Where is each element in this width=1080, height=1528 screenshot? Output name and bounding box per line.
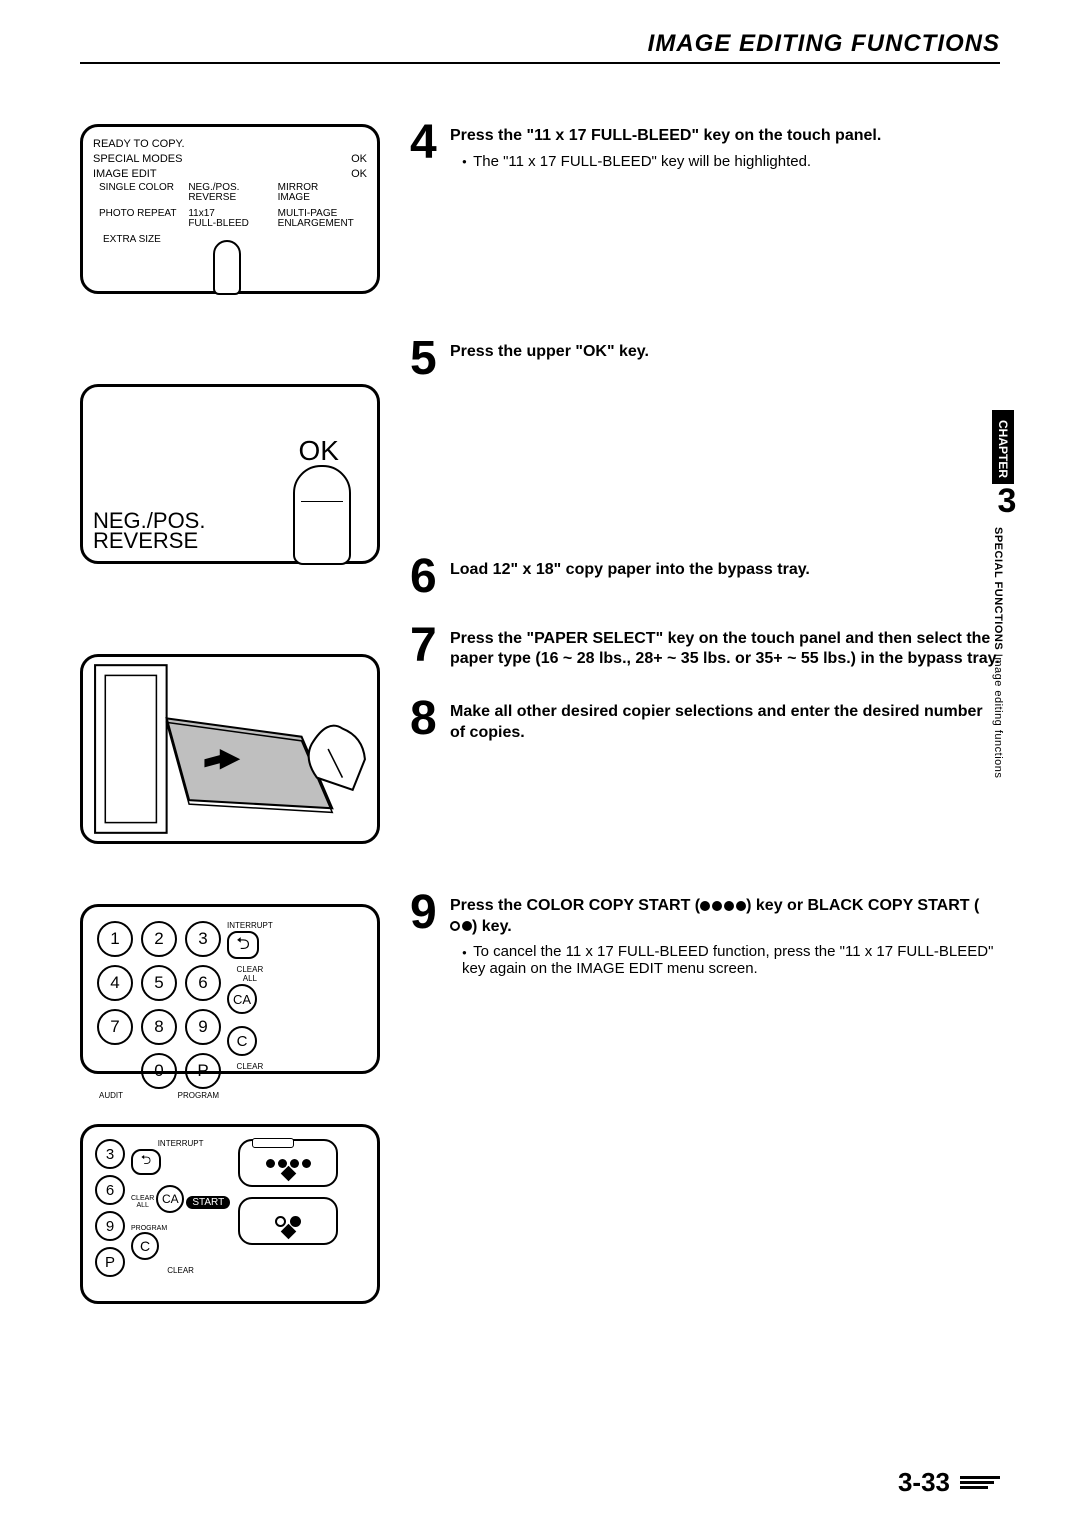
audit-label: AUDIT <box>99 1091 123 1100</box>
image-edit-label: IMAGE EDIT <box>93 168 317 180</box>
fullbleed-label-2: FULL-BLEED <box>188 218 249 229</box>
key-6: 6 <box>185 965 221 1001</box>
touch-panel-diagram-1: READY TO COPY. SPECIAL MODESOK IMAGE EDI… <box>80 124 380 294</box>
color-dots-icon <box>700 901 746 911</box>
page-number: 3-33 <box>898 1467 950 1498</box>
step-5-title: Press the upper "OK" key. <box>450 342 1000 363</box>
key-1: 1 <box>97 921 133 957</box>
key-pb: P <box>95 1247 125 1277</box>
negpos-label-2: REVERSE <box>188 192 236 203</box>
ok-label-2: OK <box>317 168 367 180</box>
step-9-num: 9 <box>410 894 450 978</box>
step-4-sub: The "11 x 17 FULL-BLEED" key will be hig… <box>450 153 1000 170</box>
key-0: 0 <box>141 1053 177 1089</box>
clear-all-label: CLEAR ALL <box>227 965 273 983</box>
touch-panel-diagram-2: OK NEG./POS.REVERSE MIRIMA <box>80 384 380 564</box>
c-key-2: C <box>131 1232 159 1260</box>
special-modes-label: SPECIAL MODES <box>93 153 317 165</box>
key-7: 7 <box>97 1009 133 1045</box>
ca-key: CA <box>227 984 257 1014</box>
clear-all-label-2: CLEAR ALL <box>131 1195 154 1209</box>
footer-bars-icon <box>960 1474 1000 1491</box>
step-7: 7 Press the "PAPER SELECT" key on the to… <box>410 627 1000 671</box>
chapter-number: 3 <box>992 482 1022 521</box>
chapter-tab: CHAPTER 3 SPECIAL FUNCTIONS Image editin… <box>992 410 1022 778</box>
negpos-large: NEG./POS.REVERSE <box>93 511 205 551</box>
step-7-num: 7 <box>410 627 450 671</box>
clear-label: CLEAR <box>227 1062 273 1071</box>
black-start-key <box>238 1197 338 1245</box>
c-key: C <box>227 1026 257 1056</box>
interrupt-label-2: INTERRUPT <box>131 1139 230 1148</box>
step-6-num: 6 <box>410 558 450 596</box>
start-pill: START <box>186 1196 230 1209</box>
interrupt-key-2: ⮌ <box>131 1149 161 1175</box>
step-7-title: Press the "PAPER SELECT" key on the touc… <box>450 629 1000 671</box>
page-footer: 3-33 <box>898 1467 1000 1498</box>
step-6-title: Load 12" x 18" copy paper into the bypas… <box>450 560 1000 581</box>
ok-large: OK <box>299 435 339 467</box>
chapter-label: CHAPTER <box>992 410 1014 484</box>
ok-label-1: OK <box>317 153 367 165</box>
finger-icon <box>213 240 241 295</box>
step-6: 6 Load 12" x 18" copy paper into the byp… <box>410 558 1000 596</box>
left-column: READY TO COPY. SPECIAL MODESOK IMAGE EDI… <box>80 124 380 1304</box>
key-8: 8 <box>141 1009 177 1045</box>
program-label-2: PROGRAM <box>131 1225 167 1232</box>
right-column: 4 Press the "11 x 17 FULL-BLEED" key on … <box>380 124 1000 1304</box>
step-4-title: Press the "11 x 17 FULL-BLEED" key on th… <box>450 126 1000 147</box>
step-9-sub: To cancel the 11 x 17 FULL-BLEED functio… <box>450 943 1000 977</box>
content: READY TO COPY. SPECIAL MODESOK IMAGE EDI… <box>80 124 1000 1304</box>
key-4: 4 <box>97 965 133 1001</box>
key-6b: 6 <box>95 1175 125 1205</box>
bw-dots-icon <box>450 921 472 931</box>
ready-label: READY TO COPY. <box>93 138 367 150</box>
photo-repeat-label: PHOTO REPEAT <box>93 209 188 229</box>
start-keys-diagram: 3 6 9 P INTERRUPT ⮌ CLEAR ALL CA START P… <box>80 1124 380 1304</box>
bypass-tray-diagram <box>80 654 380 844</box>
step-8-num: 8 <box>410 700 450 744</box>
key-2: 2 <box>141 921 177 957</box>
step-4-num: 4 <box>410 124 450 170</box>
keypad-diagram: 1 2 3 4 5 6 7 8 9 0 P AUDITPROGRAM <box>80 904 380 1074</box>
step-5-num: 5 <box>410 340 450 378</box>
key-3b: 3 <box>95 1139 125 1169</box>
step-9: 9 Press the COLOR COPY START () key or B… <box>410 894 1000 978</box>
single-color-label: SINGLE COLOR <box>93 183 188 203</box>
chapter-text: SPECIAL FUNCTIONS Image editing function… <box>992 527 1004 778</box>
interrupt-label: INTERRUPT <box>227 921 273 930</box>
step-8-title: Make all other desired copier selections… <box>450 702 1000 744</box>
finger-icon <box>293 465 351 565</box>
key-9: 9 <box>185 1009 221 1045</box>
key-9b: 9 <box>95 1211 125 1241</box>
interrupt-key: ⮌ <box>227 931 259 959</box>
step-5: 5 Press the upper "OK" key. <box>410 340 1000 378</box>
step-4: 4 Press the "11 x 17 FULL-BLEED" key on … <box>410 124 1000 170</box>
key-5: 5 <box>141 965 177 1001</box>
step-8: 8 Make all other desired copier selectio… <box>410 700 1000 744</box>
color-start-key <box>238 1139 338 1187</box>
ca-key-2: CA <box>156 1185 184 1213</box>
multipage-label-2: ENLARGEMENT <box>278 218 354 229</box>
mirror-label-2: IMAGE <box>278 192 310 203</box>
page-title: IMAGE EDITING FUNCTIONS <box>80 30 1000 58</box>
step-9-title: Press the COLOR COPY START () key or BLA… <box>450 896 1000 938</box>
key-p: P <box>185 1053 221 1089</box>
program-label: PROGRAM <box>178 1091 219 1100</box>
page-header: IMAGE EDITING FUNCTIONS <box>80 30 1000 64</box>
clear-label-2: CLEAR <box>131 1266 230 1275</box>
key-3: 3 <box>185 921 221 957</box>
